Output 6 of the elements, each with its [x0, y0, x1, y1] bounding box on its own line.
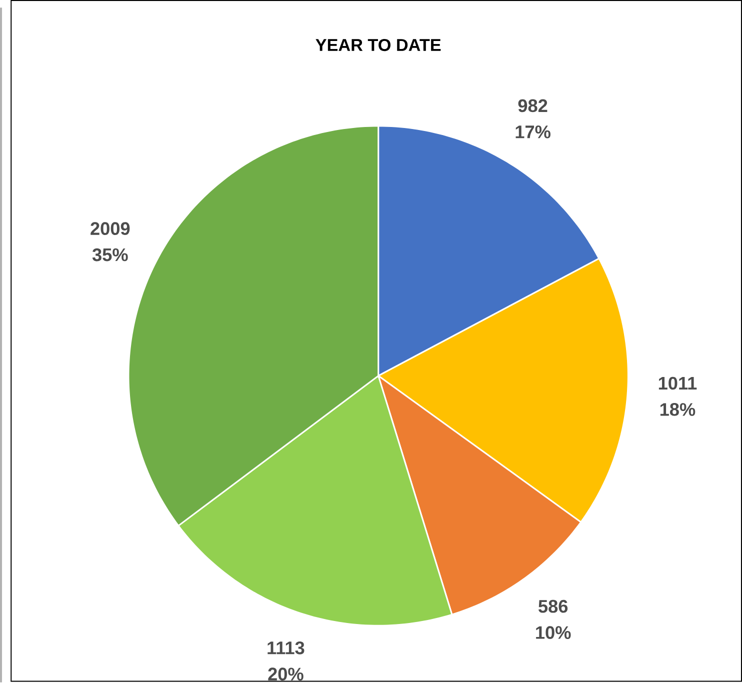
data-label: 2009 35% — [90, 222, 130, 262]
chart-title: YEAR TO DATE — [316, 39, 441, 52]
data-label: 586 10% — [536, 600, 571, 640]
data-label: 1113 20% — [268, 642, 304, 681]
data-label: 1011 18% — [658, 376, 697, 416]
data-label: 982 17% — [516, 99, 550, 138]
